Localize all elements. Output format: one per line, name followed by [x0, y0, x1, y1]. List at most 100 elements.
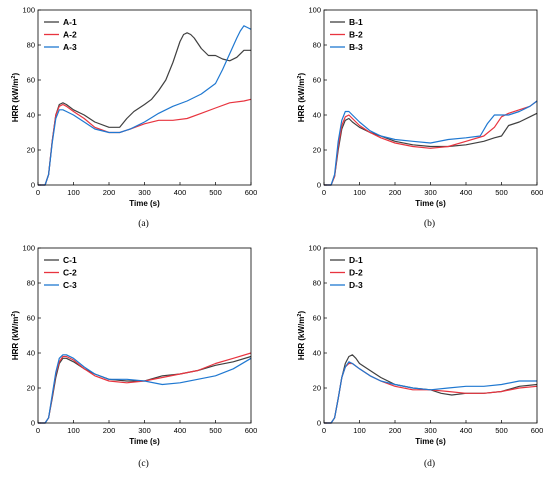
y-axis-label-text: HRR (kW/m — [11, 317, 20, 361]
x-tick-label: 200 — [103, 188, 116, 197]
y-axis-label-suffix: ) — [11, 73, 20, 76]
x-axis-label: Time (s) — [415, 437, 446, 446]
series-line-b-1 — [324, 112, 538, 186]
y-tick-label: 0 — [317, 181, 321, 190]
x-axis-label: Time (s) — [129, 437, 160, 446]
y-tick-label: 60 — [313, 314, 321, 323]
x-tick-label: 300 — [138, 188, 151, 197]
x-tick-label: 500 — [209, 188, 222, 197]
y-tick-label: 80 — [313, 279, 321, 288]
x-tick-label: 100 — [353, 188, 366, 197]
y-axis-label-suffix: ) — [297, 73, 306, 76]
y-axis-label: HRR (kW/m2) — [11, 311, 20, 361]
panel-caption: (c) — [138, 458, 149, 469]
legend: D-1 D-2 D-3 — [330, 255, 363, 290]
legend-label: A-1 — [63, 17, 77, 27]
x-tick-label: 100 — [353, 426, 366, 435]
y-axis-label-text: HRR (kW/m — [11, 79, 20, 123]
x-tick-label: 600 — [245, 188, 258, 197]
y-axis-label: HRR (kW/m2) — [297, 311, 306, 361]
y-tick-label: 80 — [27, 279, 35, 288]
x-tick-label: 0 — [36, 426, 40, 435]
x-tick-label: 600 — [531, 188, 544, 197]
y-tick-label: 20 — [27, 146, 35, 155]
legend-label: D-3 — [349, 280, 363, 290]
x-tick-label: 300 — [424, 426, 437, 435]
y-tick-label: 20 — [27, 384, 35, 393]
y-axis-label-superscript: 2 — [297, 76, 303, 79]
legend-label: A-2 — [63, 30, 77, 40]
y-tick-label: 40 — [27, 349, 35, 358]
x-tick-label: 400 — [460, 188, 473, 197]
y-tick-label: 40 — [27, 111, 35, 120]
x-tick-label: 400 — [174, 426, 187, 435]
y-tick-label: 100 — [308, 6, 321, 15]
series-line-a-3 — [38, 25, 252, 186]
y-tick-label: 0 — [317, 419, 321, 428]
x-axis-label: Time (s) — [129, 199, 160, 208]
y-axis-label-superscript: 2 — [11, 76, 17, 79]
x-tick-label: 600 — [245, 426, 258, 435]
y-axis-label: HRR (kW/m2) — [297, 73, 306, 123]
series-line-c-3 — [38, 354, 252, 424]
y-tick-label: 60 — [27, 76, 35, 85]
y-tick-label: 80 — [27, 41, 35, 50]
x-tick-label: 500 — [209, 426, 222, 435]
y-tick-label: 0 — [31, 419, 35, 428]
chart-panel-c: 0 100 200 300 400 500 600 0 20 40 60 80 100 Time (s) H… — [11, 244, 257, 469]
x-tick-label: 500 — [495, 426, 508, 435]
legend: B-1 B-2 B-3 — [330, 17, 363, 52]
legend-label: B-2 — [349, 30, 363, 40]
legend-label: B-3 — [349, 42, 363, 52]
chart-panel-d: 0 100 200 300 400 500 600 0 20 40 60 80 100 Time (s) H… — [297, 244, 543, 469]
y-tick-label: 40 — [313, 111, 321, 120]
chart-panel-a: 0 100 200 300 400 500 600 0 20 40 60 80 100 Time (s) H… — [11, 6, 257, 229]
series-line-a-2 — [38, 98, 252, 186]
y-tick-label: 80 — [313, 41, 321, 50]
x-tick-label: 200 — [389, 426, 402, 435]
chart-panel-b: 0 100 200 300 400 500 600 0 20 40 60 80 100 Time (s) H… — [297, 6, 543, 229]
series-line-c-1 — [38, 355, 252, 424]
x-tick-label: 200 — [389, 188, 402, 197]
series-line-a-1 — [38, 32, 251, 186]
y-tick-label: 20 — [313, 146, 321, 155]
y-tick-label: 100 — [22, 244, 35, 253]
series-line-d-1 — [324, 354, 538, 424]
x-tick-label: 100 — [67, 188, 80, 197]
x-tick-label: 300 — [138, 426, 151, 435]
x-tick-label: 400 — [174, 188, 187, 197]
y-axis-label-suffix: ) — [297, 311, 306, 314]
x-tick-label: 0 — [322, 426, 326, 435]
legend-label: B-1 — [349, 17, 363, 27]
y-axis-label-text: HRR (kW/m — [297, 317, 306, 361]
x-tick-label: 600 — [531, 426, 544, 435]
panel-caption: (a) — [138, 218, 149, 229]
x-tick-label: 200 — [103, 426, 116, 435]
series-line-b-2 — [324, 100, 538, 186]
y-tick-label: 0 — [31, 181, 35, 190]
series-line-d-3 — [324, 361, 537, 424]
series-line-b-3 — [324, 100, 538, 186]
y-axis-label-superscript: 2 — [297, 314, 303, 317]
legend-label: C-2 — [63, 268, 77, 278]
x-tick-label: 400 — [460, 426, 473, 435]
legend-label: C-3 — [63, 280, 77, 290]
legend: A-1 A-2 A-3 — [44, 17, 77, 52]
x-tick-label: 500 — [495, 188, 508, 197]
x-tick-label: 300 — [424, 188, 437, 197]
x-tick-label: 100 — [67, 426, 80, 435]
legend: C-1 C-2 C-3 — [44, 255, 77, 290]
series-line-d-2 — [324, 362, 538, 424]
y-tick-label: 100 — [22, 6, 35, 15]
x-axis-label: Time (s) — [415, 199, 446, 208]
y-tick-label: 60 — [313, 76, 321, 85]
x-tick-label: 0 — [36, 188, 40, 197]
y-tick-label: 20 — [313, 384, 321, 393]
legend-label: D-1 — [349, 255, 363, 265]
panel-caption: (d) — [424, 458, 435, 469]
y-axis-label: HRR (kW/m2) — [11, 73, 20, 123]
legend-label: A-3 — [63, 42, 77, 52]
y-axis-label-superscript: 2 — [11, 314, 17, 317]
y-axis-label-suffix: ) — [11, 311, 20, 314]
